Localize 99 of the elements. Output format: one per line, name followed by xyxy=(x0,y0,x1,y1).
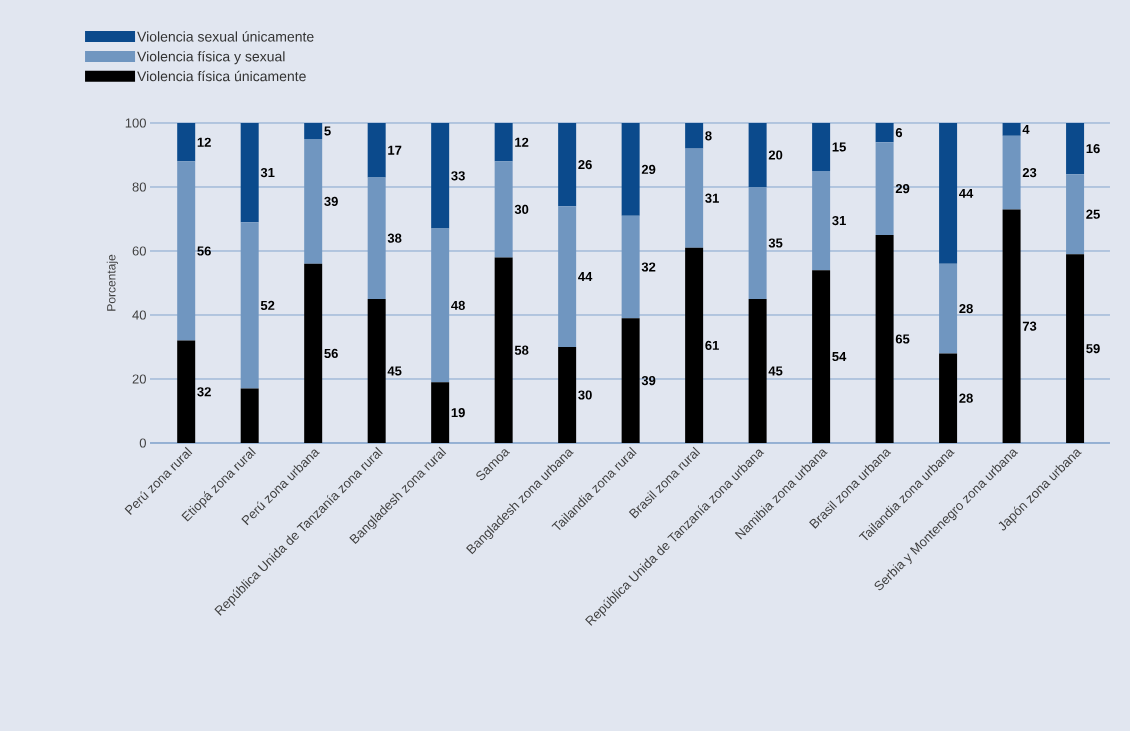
data-label: 26 xyxy=(578,159,592,170)
y-tick-label: 100 xyxy=(125,118,146,128)
data-label: 52 xyxy=(260,300,275,310)
data-label: 54 xyxy=(832,352,847,362)
data-label: 56 xyxy=(197,246,211,256)
bar xyxy=(875,142,894,235)
legend-label: Violencia física únicamente xyxy=(137,70,306,82)
bar xyxy=(431,228,450,383)
bar xyxy=(1066,174,1085,255)
bar xyxy=(685,122,704,149)
bar xyxy=(1066,122,1085,175)
bar xyxy=(939,263,958,354)
data-label: 31 xyxy=(705,193,719,203)
y-tick-label: 40 xyxy=(132,310,146,320)
data-label: 45 xyxy=(387,366,402,376)
bar xyxy=(939,122,958,264)
bar xyxy=(621,318,640,443)
data-label: 5 xyxy=(324,126,331,136)
bar xyxy=(748,122,767,187)
data-label: 39 xyxy=(641,375,656,386)
data-label: 30 xyxy=(514,204,529,214)
y-axis-title: Porcentaje xyxy=(106,254,118,311)
bar xyxy=(304,138,323,264)
y-tick-label: 0 xyxy=(139,438,146,448)
bar xyxy=(685,148,704,248)
data-label: 29 xyxy=(895,183,910,194)
bar xyxy=(304,263,323,443)
bar xyxy=(1066,254,1085,443)
y-tick-label: 20 xyxy=(132,374,146,384)
data-label: 61 xyxy=(705,340,719,350)
data-label: 44 xyxy=(959,188,974,198)
y-tick-label: 80 xyxy=(132,182,146,192)
bar xyxy=(240,388,259,443)
bar xyxy=(812,122,831,171)
bar xyxy=(494,161,513,258)
bar xyxy=(621,215,640,319)
bar xyxy=(494,257,513,443)
bar xyxy=(748,186,767,299)
bar xyxy=(939,353,958,443)
data-label: 15 xyxy=(832,142,846,152)
bar xyxy=(304,122,323,139)
data-label: 8 xyxy=(705,131,712,141)
bar xyxy=(494,122,513,162)
data-label: 73 xyxy=(1022,321,1037,331)
bar xyxy=(812,270,831,443)
bar xyxy=(558,346,577,443)
bar xyxy=(240,222,259,389)
data-label: 12 xyxy=(515,137,529,147)
bar xyxy=(431,382,450,443)
bar xyxy=(177,340,196,443)
bar xyxy=(875,234,894,443)
data-label: 59 xyxy=(1086,343,1100,354)
data-label: 38 xyxy=(387,233,402,243)
bar xyxy=(685,247,704,443)
bar xyxy=(621,122,640,216)
y-tick-label: 60 xyxy=(132,246,146,256)
data-label: 20 xyxy=(768,150,783,160)
bar xyxy=(1002,209,1021,443)
data-label: 35 xyxy=(768,238,783,248)
bar xyxy=(431,122,450,229)
data-label: 31 xyxy=(832,215,846,226)
data-label: 58 xyxy=(514,345,529,355)
data-label: 17 xyxy=(388,145,402,155)
data-label: 31 xyxy=(260,167,275,178)
data-label: 56 xyxy=(324,348,338,358)
data-label: 19 xyxy=(451,407,465,418)
data-label: 16 xyxy=(1086,143,1100,154)
data-label: 65 xyxy=(895,334,910,344)
data-label: 23 xyxy=(1022,167,1037,178)
bar xyxy=(1002,135,1021,210)
bar xyxy=(558,122,577,207)
bar xyxy=(748,298,767,443)
bar xyxy=(367,177,386,299)
bar xyxy=(558,206,577,347)
data-label: 25 xyxy=(1086,209,1100,219)
bar xyxy=(812,170,831,271)
data-label: 29 xyxy=(641,164,656,174)
data-label: 33 xyxy=(451,171,465,181)
data-label: 28 xyxy=(959,303,973,314)
bar xyxy=(1002,122,1021,136)
bar xyxy=(875,122,894,143)
data-label: 32 xyxy=(641,262,656,272)
legend-label: Violencia sexual únicamente xyxy=(137,31,314,42)
data-label: 12 xyxy=(197,137,211,147)
data-label: 30 xyxy=(578,390,592,400)
data-label: 48 xyxy=(451,300,465,310)
data-label: 28 xyxy=(959,393,973,403)
legend-label: Violencia física y sexual xyxy=(137,50,285,65)
bar xyxy=(367,122,386,178)
bar xyxy=(177,161,196,341)
data-label: 45 xyxy=(768,366,783,376)
data-label: 6 xyxy=(895,127,903,138)
bar xyxy=(367,298,386,443)
data-label: 4 xyxy=(1022,124,1030,134)
data-label: 32 xyxy=(197,387,211,397)
bar xyxy=(177,122,196,162)
data-label: 39 xyxy=(324,196,338,206)
bar xyxy=(240,122,259,223)
data-label: 44 xyxy=(578,272,593,282)
